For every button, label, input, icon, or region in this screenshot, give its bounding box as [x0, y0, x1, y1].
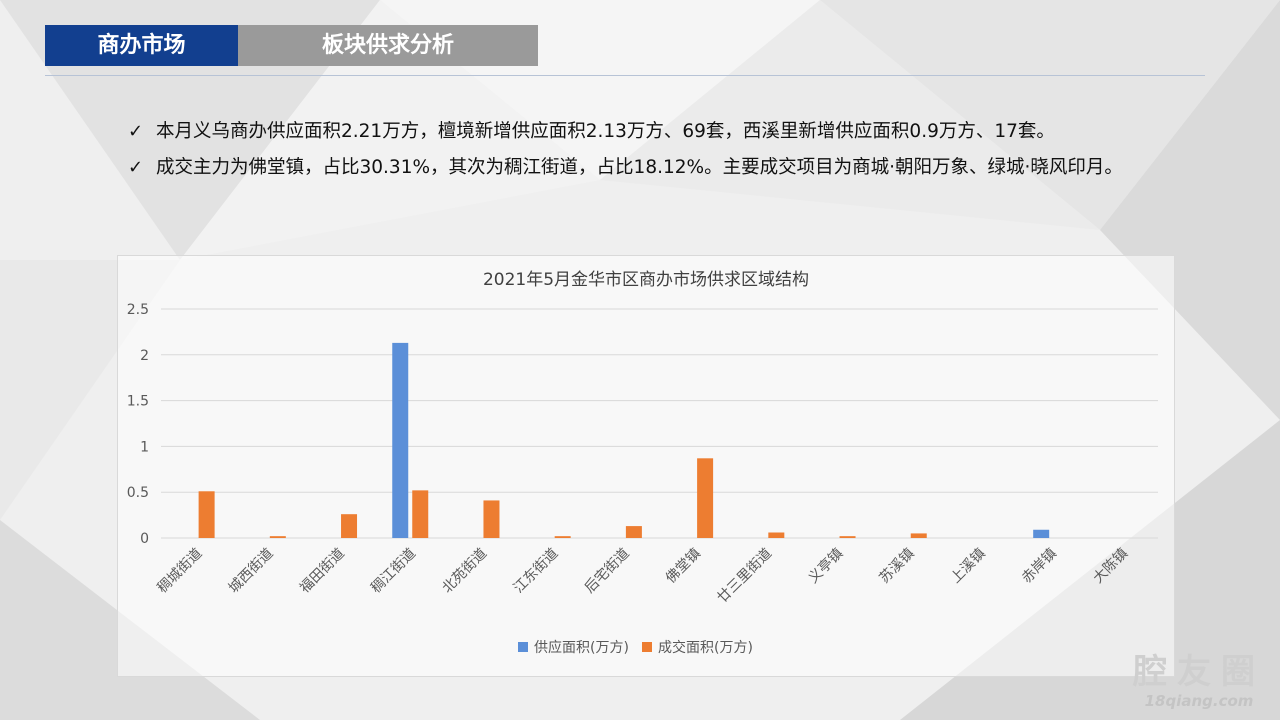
- x-tick-label: 赤岸镇: [1019, 546, 1060, 587]
- summary-list: ✓ 本月义乌商办供应面积2.21万方，檀境新增供应面积2.13万方、69套，西溪…: [128, 114, 1208, 186]
- bar: [1033, 529, 1050, 538]
- x-tick-label: 稠江街道: [368, 546, 419, 597]
- bar: [269, 536, 286, 538]
- y-tick-label: 0: [140, 531, 149, 547]
- bar: [910, 533, 927, 538]
- x-tick-label: 廿三里街道: [714, 546, 775, 607]
- x-tick-label: 义亭镇: [805, 545, 847, 587]
- bar: [412, 490, 429, 538]
- watermark-title: 腔友圈: [1133, 652, 1265, 692]
- bar: [198, 491, 215, 538]
- y-tick-label: 2: [140, 348, 149, 364]
- y-tick-label: 2.5: [127, 302, 149, 318]
- x-tick-label: 江东街道: [511, 546, 562, 597]
- y-tick-label: 1: [140, 439, 149, 455]
- bar: [483, 500, 500, 538]
- list-item: ✓ 成交主力为佛堂镇，占比30.31%，其次为稠江街道，占比18.12%。主要成…: [128, 150, 1208, 186]
- watermark-url: 18qiang.com: [1144, 692, 1254, 710]
- legend-label: 供应面积(万方): [534, 639, 629, 656]
- header-divider: [45, 75, 1205, 76]
- bar: [839, 536, 856, 538]
- chart-title: 2021年5月金华市区商办市场供求区域结构: [483, 270, 809, 290]
- x-tick-label: 北苑街道: [439, 546, 490, 597]
- bar: [768, 532, 785, 538]
- y-tick-label: 1.5: [127, 394, 149, 410]
- bar: [554, 536, 571, 538]
- list-item: ✓ 本月义乌商办供应面积2.21万方，檀境新增供应面积2.13万方、69套，西溪…: [128, 114, 1208, 150]
- header-bar: 商办市场 板块供求分析: [45, 25, 538, 66]
- section-label: 商办市场: [45, 25, 238, 66]
- x-tick-label: 上溪镇: [948, 546, 989, 587]
- x-tick-label: 稠城街道: [155, 546, 206, 597]
- bar: [341, 514, 358, 538]
- x-tick-label: 大陈镇: [1090, 545, 1132, 587]
- x-tick-label: 苏溪镇: [877, 546, 918, 587]
- x-tick-label: 后宅街道: [582, 546, 633, 597]
- x-tick-label: 佛堂镇: [663, 546, 704, 587]
- legend-swatch: [642, 642, 652, 652]
- bar-chart: 2021年5月金华市区商办市场供求区域结构 0 0.5 1 1.5 2 2.5 稠城街道城…: [127, 270, 1158, 656]
- legend-label: 成交面积(万方): [658, 639, 753, 656]
- legend-swatch: [518, 642, 528, 652]
- x-tick-label: 福田街道: [297, 546, 348, 597]
- check-icon: ✓: [128, 157, 144, 178]
- bar: [697, 458, 714, 538]
- summary-text: 本月义乌商办供应面积2.21万方，檀境新增供应面积2.13万方、69套，西溪里新…: [156, 121, 1055, 142]
- summary-text: 成交主力为佛堂镇，占比30.31%，其次为稠江街道，占比18.12%。主要成交项…: [156, 157, 1123, 178]
- bar: [392, 342, 409, 538]
- bar: [625, 526, 642, 538]
- y-tick-label: 0.5: [127, 485, 149, 501]
- page-title: 板块供求分析: [238, 25, 538, 66]
- x-tick-label: 城西街道: [226, 546, 277, 597]
- chart-container: 2021年5月金华市区商办市场供求区域结构 0 0.5 1 1.5 2 2.5 稠城街道城…: [117, 255, 1175, 677]
- watermark: 腔友圈 18qiang.com: [1133, 652, 1265, 710]
- check-icon: ✓: [128, 121, 144, 142]
